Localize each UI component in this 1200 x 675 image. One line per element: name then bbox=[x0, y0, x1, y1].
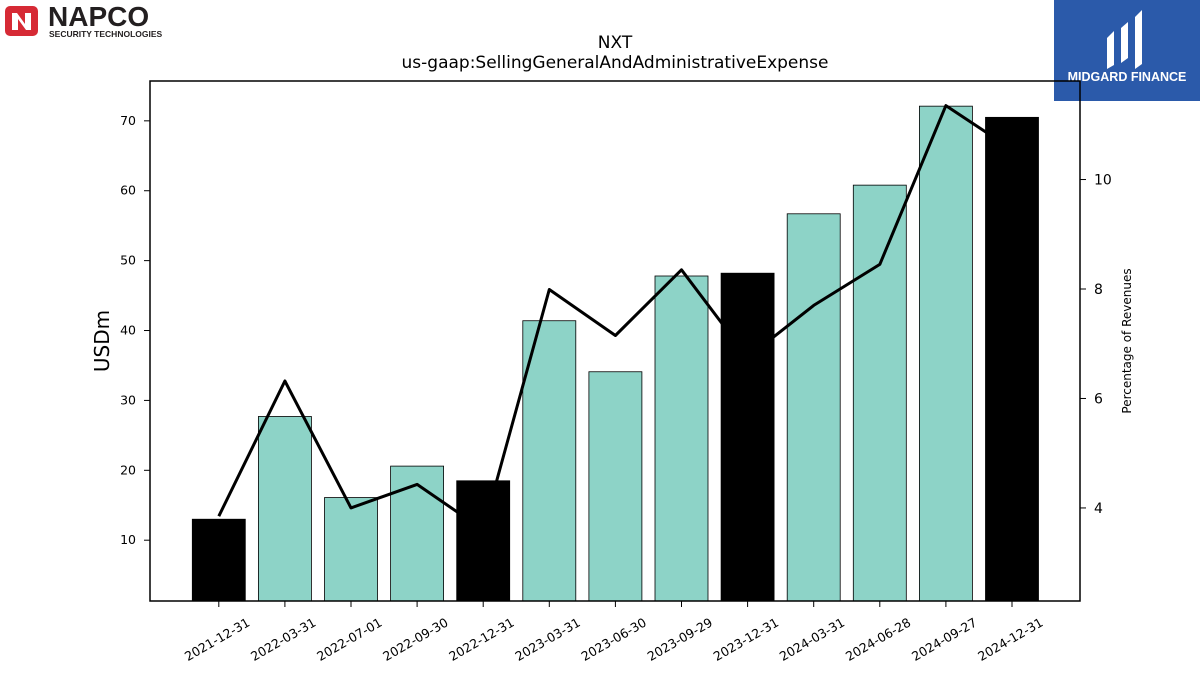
x-tick-label-2023-12-31: 2023-12-31 bbox=[711, 615, 781, 664]
y-tick-label-10: 10 bbox=[120, 532, 136, 547]
bar-2023-12-31 bbox=[720, 272, 775, 602]
bar-2022-12-31 bbox=[456, 480, 511, 602]
x-tick-label-2022-12-31: 2022-12-31 bbox=[446, 615, 516, 664]
x-tick-label-2023-09-29: 2023-09-29 bbox=[645, 615, 715, 664]
bar-2024-12-31 bbox=[985, 116, 1039, 602]
x-tick-label-2022-09-30: 2022-09-30 bbox=[380, 615, 450, 664]
bar-2023-06-30 bbox=[588, 371, 643, 602]
percentage-line bbox=[217, 104, 1013, 532]
x-tick-label-2023-03-31: 2023-03-31 bbox=[512, 615, 582, 664]
x-axis: 2021-12-312022-03-312022-07-012022-09-30… bbox=[182, 601, 1046, 664]
y2-tick-label-8: 8 bbox=[1094, 282, 1103, 298]
y-tick-label-70: 70 bbox=[120, 113, 136, 128]
y-tick-label-60: 60 bbox=[120, 183, 136, 198]
napco-logo-text: NAPCO bbox=[48, 4, 149, 32]
chart-subtitle: us-gaap:SellingGeneralAndAdministrativeE… bbox=[402, 53, 829, 73]
x-tick-label-2021-12-31: 2021-12-31 bbox=[182, 615, 252, 664]
line-group bbox=[217, 104, 1013, 532]
y2-axis: 4 6 8 10 bbox=[1080, 173, 1112, 517]
x-tick-label-2024-03-31: 2024-03-31 bbox=[777, 615, 847, 664]
y-tick-label-30: 30 bbox=[120, 392, 136, 407]
y-tick-label-20: 20 bbox=[120, 462, 136, 477]
napco-logo-subtext: SECURITY TECHNOLOGIES bbox=[49, 29, 163, 39]
x-tick-label-2022-07-01: 2022-07-01 bbox=[314, 615, 384, 664]
x-tick-label-2023-06-30: 2023-06-30 bbox=[578, 615, 648, 664]
bars-group bbox=[191, 105, 1039, 602]
y2-tick-label-4: 4 bbox=[1094, 501, 1103, 517]
midgard-logo-text: MIDGARD FINANCE bbox=[1068, 70, 1187, 84]
y2-tick-label-6: 6 bbox=[1094, 391, 1103, 407]
bar-2022-07-01 bbox=[324, 497, 378, 602]
y-axis-label: USDm bbox=[90, 310, 114, 372]
bar-2021-12-31 bbox=[191, 518, 246, 602]
midgard-logo: MIDGARD FINANCE bbox=[1054, 0, 1200, 101]
x-tick-label-2024-09-27: 2024-09-27 bbox=[909, 615, 979, 664]
napco-logo: NAPCO SECURITY TECHNOLOGIES bbox=[5, 4, 163, 39]
y-tick-label-50: 50 bbox=[120, 253, 136, 268]
y-axis: 10 20 30 40 50 60 70 bbox=[120, 113, 150, 547]
x-tick-label-2024-12-31: 2024-12-31 bbox=[975, 615, 1045, 664]
x-tick-label-2024-06-28: 2024-06-28 bbox=[843, 615, 913, 664]
bar-2024-03-31 bbox=[786, 213, 841, 602]
bar-2023-03-31 bbox=[522, 320, 577, 602]
y2-tick-label-10: 10 bbox=[1094, 173, 1112, 189]
bar-2022-09-30 bbox=[390, 465, 445, 602]
y2-axis-label: Percentage of Revenues bbox=[1120, 268, 1134, 413]
x-tick-label-2022-03-31: 2022-03-31 bbox=[248, 615, 318, 664]
bar-2022-03-31 bbox=[257, 416, 312, 602]
bar-2023-09-29 bbox=[654, 275, 709, 602]
bar-2024-06-28 bbox=[852, 184, 907, 602]
y-tick-label-40: 40 bbox=[120, 323, 136, 338]
bar-2024-09-27 bbox=[919, 105, 973, 602]
chart-title: NXT bbox=[598, 33, 633, 53]
